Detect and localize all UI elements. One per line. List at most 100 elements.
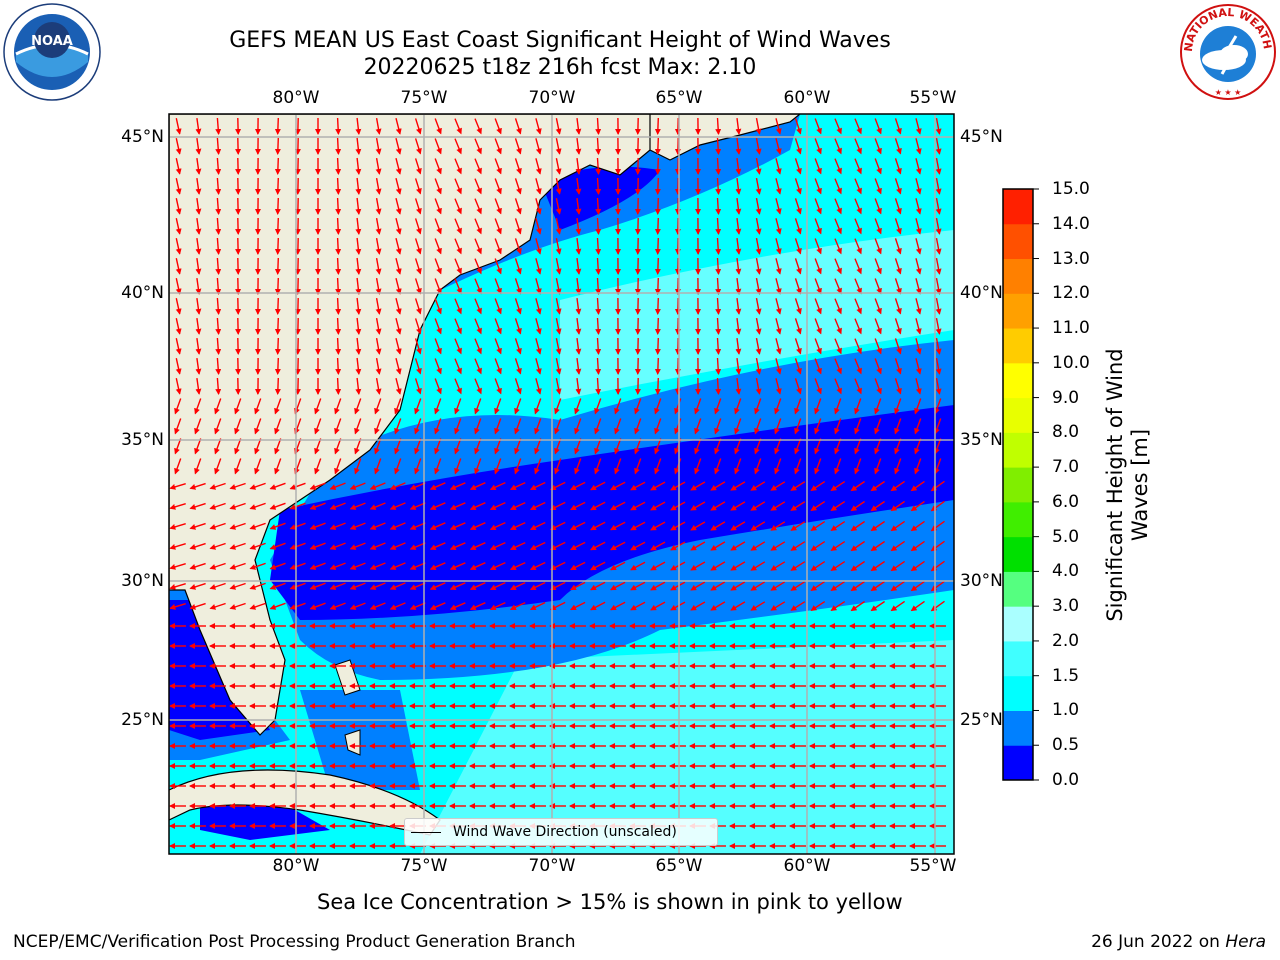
wind-wave-arrow <box>935 237 942 255</box>
wind-wave-arrow <box>274 398 282 415</box>
wind-wave-arrow <box>215 317 222 335</box>
wind-wave-arrow <box>554 398 562 415</box>
wind-wave-arrow <box>770 501 786 511</box>
wind-wave-arrow <box>915 338 922 355</box>
wind-wave-arrow <box>674 418 682 435</box>
wind-wave-arrow <box>195 278 202 295</box>
wind-wave-arrow <box>355 377 362 395</box>
wind-wave-arrow <box>414 338 422 355</box>
wind-wave-arrow <box>854 318 862 335</box>
wind-wave-arrow <box>874 338 882 355</box>
wind-wave-arrow <box>935 337 942 355</box>
wind-wave-arrow <box>775 158 782 175</box>
wind-wave-arrow <box>414 218 422 235</box>
wind-wave-arrow <box>209 602 226 610</box>
wind-wave-arrow <box>870 580 885 592</box>
wind-wave-arrow <box>469 542 486 550</box>
wind-wave-arrow <box>574 458 582 475</box>
wind-wave-arrow <box>269 502 286 510</box>
wind-wave-arrow <box>935 157 942 175</box>
wind-wave-arrow <box>650 581 666 591</box>
wind-wave-arrow <box>735 178 742 195</box>
wind-wave-arrow <box>575 318 582 335</box>
wind-wave-arrow <box>494 358 502 375</box>
wind-wave-arrow <box>434 278 442 295</box>
wind-wave-arrow <box>730 601 746 611</box>
wind-wave-arrow <box>474 118 482 135</box>
wind-wave-arrow <box>449 502 466 510</box>
wind-wave-arrow <box>249 542 266 550</box>
wind-wave-arrow <box>575 298 582 315</box>
wind-wave-arrow <box>429 582 446 590</box>
wind-wave-arrow <box>654 377 661 395</box>
wind-wave-arrow <box>834 378 842 395</box>
wind-wave-arrow <box>274 357 281 375</box>
wind-wave-arrow <box>670 601 686 611</box>
wind-wave-arrow <box>554 418 562 435</box>
wind-wave-arrow <box>755 157 762 175</box>
wind-wave-arrow <box>935 277 942 295</box>
wind-wave-arrow <box>215 377 222 395</box>
wind-wave-arrow <box>595 317 602 335</box>
wind-wave-arrow <box>570 601 586 611</box>
wind-wave-arrow <box>509 501 526 511</box>
wind-wave-arrow <box>595 297 602 315</box>
wind-wave-arrow <box>514 378 522 395</box>
wind-wave-arrow <box>229 602 246 610</box>
wind-wave-arrow <box>894 398 902 415</box>
wind-wave-arrow <box>814 158 822 175</box>
wind-wave-arrow <box>354 418 362 435</box>
lon-label-top: 80°W <box>272 88 320 108</box>
wind-wave-arrow <box>830 601 846 611</box>
wind-wave-arrow <box>414 278 422 295</box>
wind-wave-arrow <box>434 118 442 135</box>
wind-wave-arrow <box>570 541 586 551</box>
wind-wave-arrow <box>830 541 846 551</box>
lon-label-top: 75°W <box>400 88 448 108</box>
wind-wave-arrow <box>274 197 281 215</box>
wind-wave-arrow <box>770 481 786 491</box>
wind-wave-arrow <box>834 438 842 455</box>
wind-wave-arrow <box>234 418 242 435</box>
wind-wave-arrow <box>654 458 662 475</box>
wind-wave-arrow <box>755 117 762 135</box>
wind-wave-arrow <box>474 398 482 415</box>
wind-wave-arrow <box>834 318 842 335</box>
wind-wave-arrow <box>474 258 482 275</box>
wind-wave-arrow <box>575 158 582 175</box>
wind-wave-arrow <box>775 118 782 135</box>
wind-wave-arrow <box>735 358 742 375</box>
wind-wave-arrow <box>409 582 426 590</box>
wind-wave-arrow <box>575 218 582 235</box>
wind-wave-arrow <box>329 582 346 590</box>
wind-wave-arrow <box>894 438 902 455</box>
wind-wave-arrow <box>910 540 925 552</box>
wind-wave-arrow <box>434 138 442 155</box>
wind-wave-arrow <box>595 157 602 175</box>
wind-wave-arrow <box>394 398 402 415</box>
wind-wave-arrow <box>494 438 502 455</box>
lat-label-left: 30°N <box>121 571 164 591</box>
wind-wave-arrow <box>409 562 426 570</box>
wind-wave-arrow <box>474 198 482 215</box>
wind-wave-arrow <box>535 278 542 295</box>
wind-wave-arrow <box>329 522 346 530</box>
wind-wave-arrow <box>195 338 202 355</box>
wind-wave-arrow <box>595 197 602 215</box>
wind-wave-arrow <box>894 458 902 475</box>
wind-wave-arrow <box>289 482 306 490</box>
wind-wave-arrow <box>830 481 846 491</box>
wind-wave-arrow <box>289 562 306 570</box>
wind-wave-arrow <box>794 438 802 455</box>
wind-wave-arrow <box>794 278 802 295</box>
wind-wave-arrow <box>555 318 562 335</box>
lat-label-left: 25°N <box>121 710 164 730</box>
wind-wave-arrow <box>595 137 602 155</box>
wind-wave-arrow <box>834 178 842 195</box>
wind-wave-arrow <box>494 378 502 395</box>
wind-wave-arrow <box>555 378 562 395</box>
nws-logo: NATIONAL WEATHER SERVICE ★ ★ ★ <box>1178 2 1276 100</box>
wind-wave-arrow <box>775 318 782 335</box>
wind-wave-arrow <box>730 541 746 551</box>
wind-wave-arrow <box>694 458 702 475</box>
